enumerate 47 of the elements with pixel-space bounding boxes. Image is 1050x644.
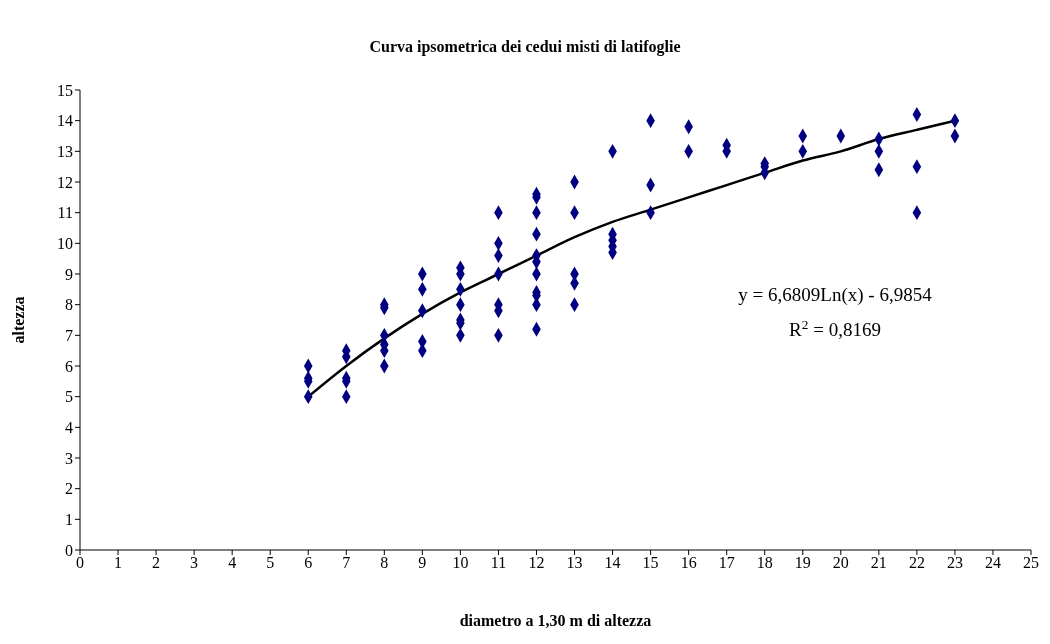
x-tick-label: 7 — [342, 554, 351, 572]
x-tick-label: 12 — [528, 554, 545, 572]
x-tick-label: 22 — [908, 554, 925, 572]
y-tick-label: 4 — [65, 419, 73, 437]
y-tick-label: 8 — [65, 296, 73, 314]
y-tick-label: 3 — [65, 449, 73, 467]
x-tick-label: 8 — [380, 554, 389, 572]
x-tick-label: 17 — [718, 554, 735, 572]
y-tick-label: 5 — [65, 388, 73, 406]
x-tick-label: 9 — [418, 554, 427, 572]
x-tick-label: 14 — [604, 554, 621, 572]
x-tick-label: 23 — [946, 554, 963, 572]
y-tick-label: 9 — [65, 265, 73, 283]
annotation: y = 6,6809Ln(x) - 6,9854 — [738, 284, 932, 305]
y-tick-label: 2 — [65, 480, 73, 498]
x-axis-title: diametro a 1,30 m di altezza — [459, 612, 652, 629]
y-tick-label: 1 — [65, 511, 73, 529]
annotation: R$^{2}$ = 0,8169 — [789, 317, 881, 341]
y-tick-label: 14 — [57, 112, 73, 130]
y-tick-label: 10 — [57, 235, 73, 253]
x-tick-label: 4 — [228, 554, 237, 572]
x-tick-label: 6 — [304, 554, 313, 572]
y-tick-label: 11 — [57, 204, 73, 222]
x-tick-label: 13 — [566, 554, 583, 572]
x-tick-label: 10 — [452, 554, 469, 572]
y-axis-title: altezza — [9, 296, 27, 344]
y-tick-label: 6 — [65, 357, 73, 375]
y-tick-label: 0 — [65, 541, 73, 559]
y-tick-label: 12 — [57, 173, 73, 191]
x-tick-label: 2 — [152, 554, 161, 572]
x-tick-label: 11 — [490, 554, 507, 572]
x-tick-label: 5 — [266, 554, 275, 572]
x-tick-label: 20 — [832, 554, 849, 572]
x-tick-label: 3 — [190, 554, 199, 572]
y-tick-label: 13 — [57, 143, 73, 161]
x-tick-label: 25 — [1023, 554, 1039, 572]
y-tick-label: 7 — [65, 327, 73, 345]
y-tick-label: 15 — [57, 81, 73, 99]
x-tick-label: 18 — [756, 554, 773, 572]
x-tick-label: 1 — [114, 554, 123, 572]
x-tick-label: 19 — [794, 554, 811, 572]
chart-title: Curva ipsometrica dei cedui misti di latifoglie — [368, 38, 682, 56]
x-tick-label: 24 — [984, 554, 1001, 572]
x-tick-label: 21 — [870, 554, 887, 572]
x-tick-label: 0 — [76, 554, 84, 572]
x-tick-label: 15 — [642, 554, 659, 572]
x-tick-label: 16 — [680, 554, 697, 572]
